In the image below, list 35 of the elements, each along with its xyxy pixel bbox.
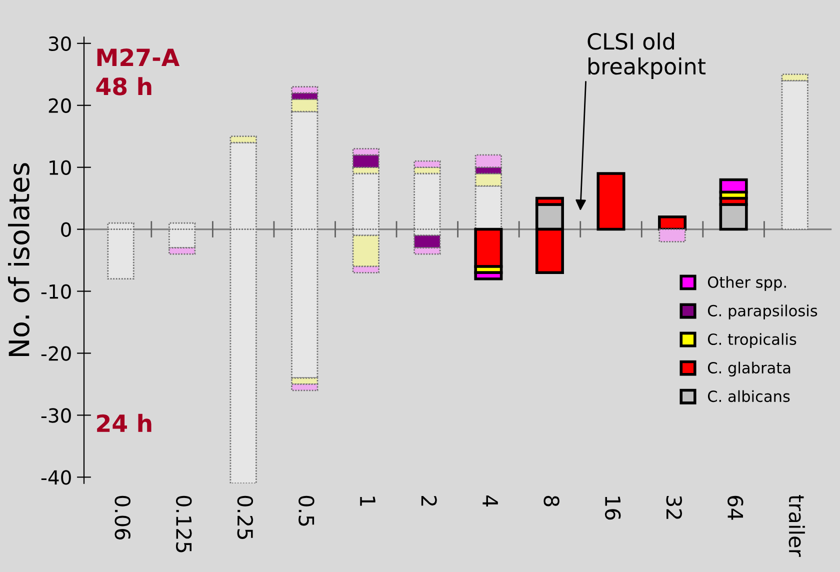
y-tick-label: -40 xyxy=(41,470,71,485)
annotation: 48 h xyxy=(96,77,152,96)
legend-label: C. glabrata xyxy=(708,362,790,376)
y-tick-label: 0 xyxy=(61,222,71,237)
legend-label: Other spp. xyxy=(708,276,786,291)
legend-label: C. parapsilosis xyxy=(708,304,818,320)
x-tick-label: 64 xyxy=(728,496,744,520)
x-tick-label: trailer xyxy=(788,495,805,557)
x-tick-label: 0.06 xyxy=(114,496,130,540)
x-tick-label: 0.25 xyxy=(237,496,254,540)
bar xyxy=(596,172,626,231)
x-tick-label: 2 xyxy=(421,496,437,506)
annotation: CLSI old breakpoint xyxy=(588,32,706,79)
x-tick-label: 0.5 xyxy=(298,496,314,526)
x-tick-label: 1 xyxy=(360,496,376,506)
x-tick-label: 0.125 xyxy=(176,496,192,552)
y-tick-label: -10 xyxy=(41,284,71,299)
bar xyxy=(719,203,748,231)
y-tick-label: 30 xyxy=(48,36,71,52)
x-tick-label: 32 xyxy=(666,496,682,519)
x-tick-label: 16 xyxy=(604,496,621,520)
bar xyxy=(474,228,503,268)
y-tick-label: -30 xyxy=(41,408,71,423)
legend-label: C. tropicalis xyxy=(708,333,796,348)
y-tick-label: 20 xyxy=(48,98,71,114)
annotation: 24 h xyxy=(97,414,152,432)
annotation: M27-A xyxy=(97,48,180,66)
x-tick-label: 4 xyxy=(482,495,498,507)
bar xyxy=(658,228,686,242)
y-tick-label: 10 xyxy=(50,160,71,175)
y-axis-title: No. of isolates xyxy=(8,163,30,356)
y-tick-label: -20 xyxy=(41,346,71,361)
bar xyxy=(658,215,687,231)
legend-label: C. albicans xyxy=(708,390,790,402)
x-tick-label: 8 xyxy=(544,496,560,506)
